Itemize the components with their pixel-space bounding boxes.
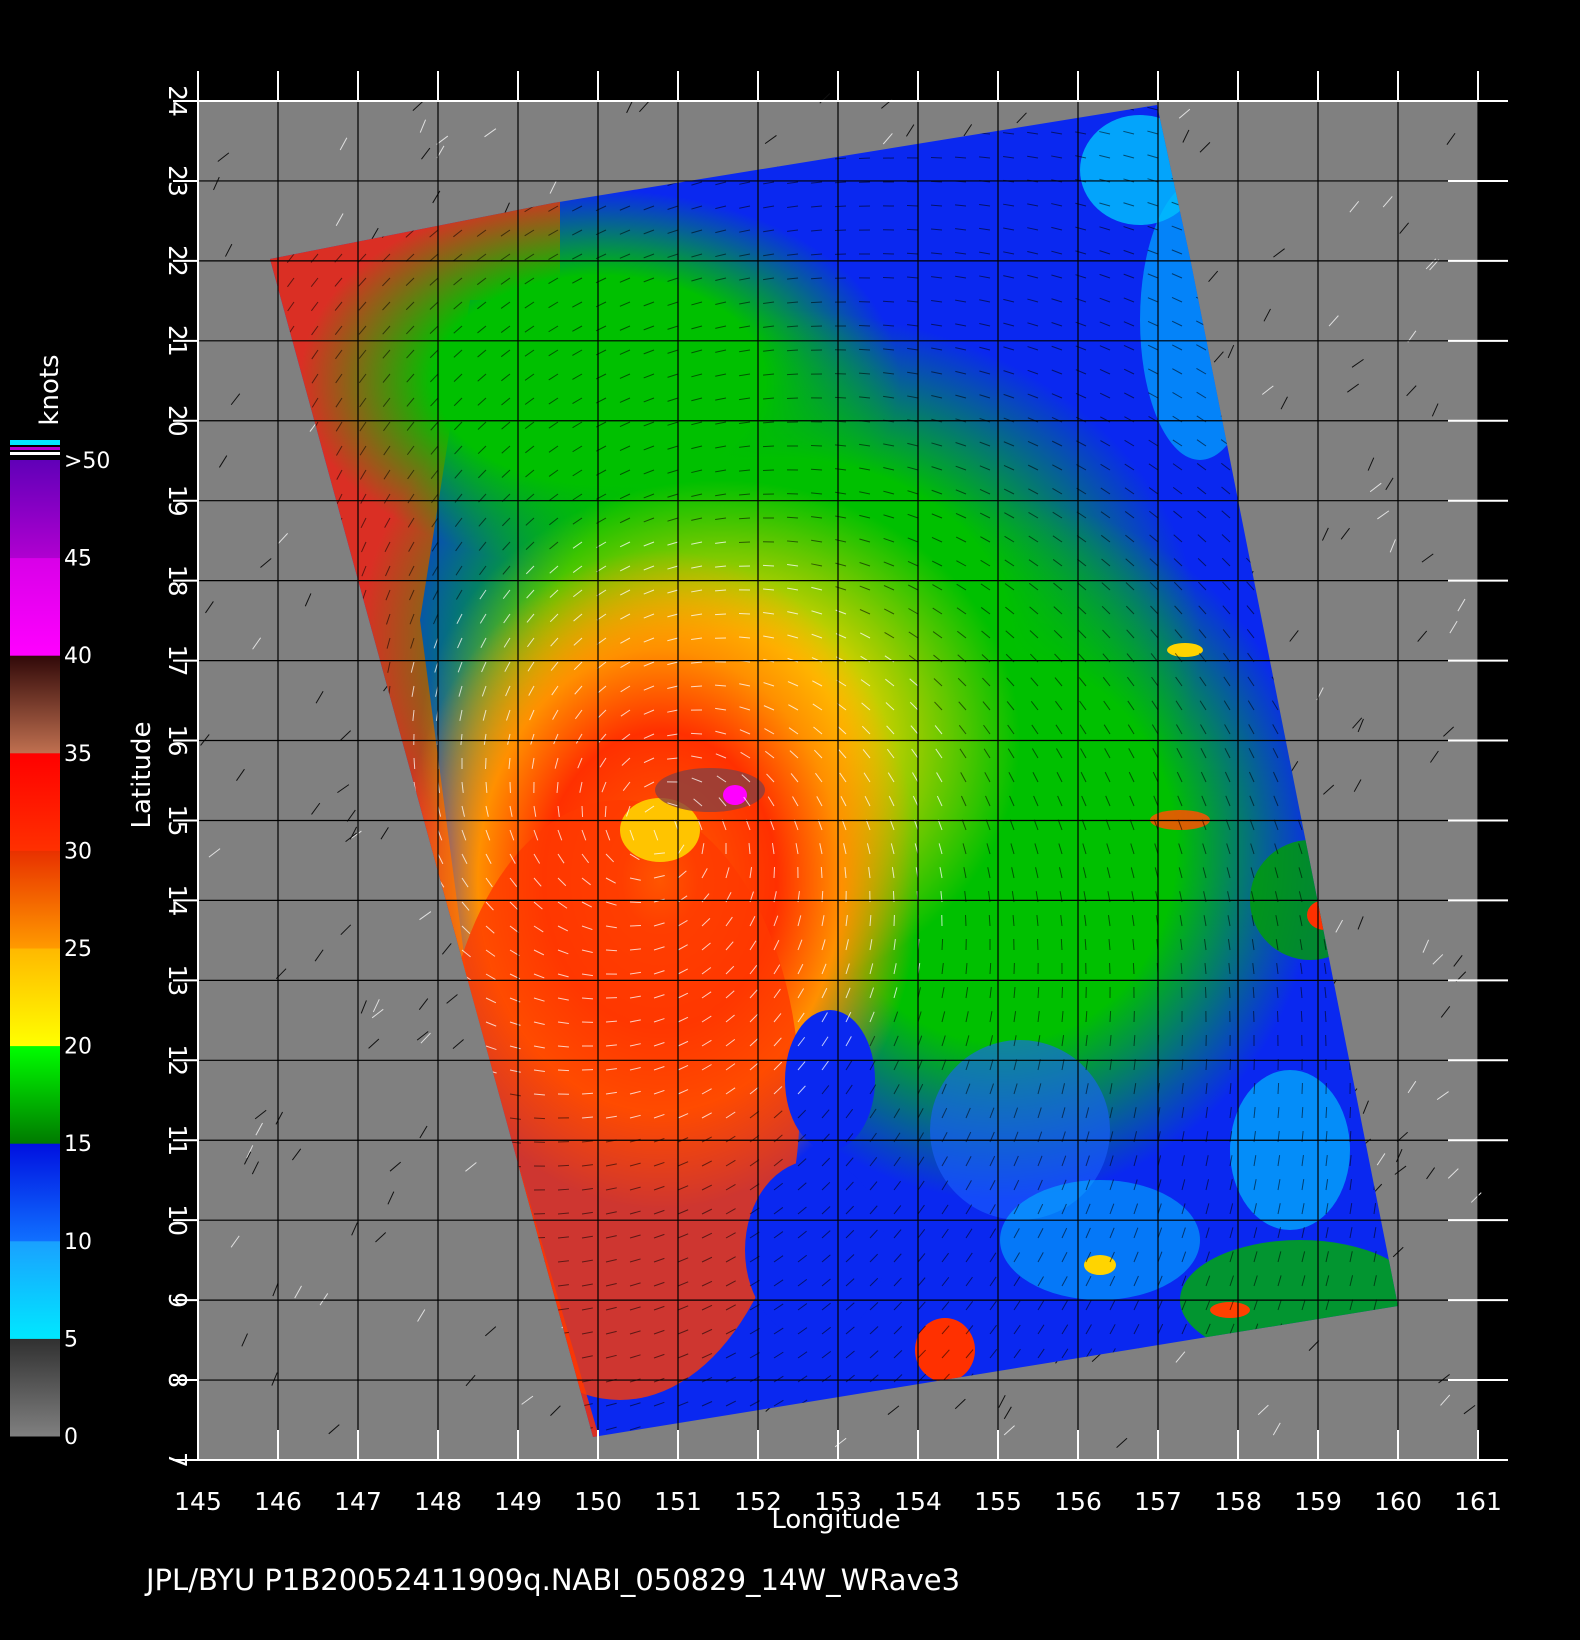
legend-band-35-40 [10, 655, 60, 754]
legend-top-cap-white [10, 452, 60, 455]
latitude-tick-22: 22 [163, 245, 192, 277]
legend-band-40-45 [10, 557, 60, 656]
legend-label-0: 0 [64, 1425, 78, 1450]
legend-band-25-30 [10, 850, 60, 949]
latitude-tick-16: 16 [163, 725, 192, 757]
latitude-tick-23: 23 [163, 165, 192, 197]
longitude-tick-153: 153 [814, 1487, 862, 1516]
legend-top-cap-cyan [10, 440, 60, 445]
legend-label-3: 15 [64, 1132, 92, 1157]
latitude-tick-19: 19 [163, 485, 192, 517]
latitude-tick-labels: 7 8 9 10 11 12 13 14 15 16 17 18 19 20 21 22 23 24 [163, 85, 192, 1468]
y-axis-title: Latitude [127, 721, 157, 828]
longitude-tick-155: 155 [974, 1487, 1022, 1516]
legend-band-30-35 [10, 752, 60, 851]
legend-label-1: 5 [64, 1327, 78, 1352]
latitude-tick-12: 12 [163, 1044, 192, 1076]
legend-band-10-15 [10, 1143, 60, 1242]
footer-caption: JPL/BYU P1B20052411909q.NABI_050829_14W_… [144, 1563, 960, 1597]
legend-top-cap-purple [10, 447, 60, 450]
longitude-tick-154: 154 [894, 1487, 942, 1516]
legend-band-5-10 [10, 1240, 60, 1339]
map-axes [173, 71, 1508, 1461]
latitude-tick-8: 8 [163, 1372, 192, 1388]
legend-unit-label: knots [35, 354, 65, 425]
longitude-tick-146: 146 [254, 1487, 302, 1516]
longitude-tick-151: 151 [654, 1487, 702, 1516]
legend-label-8: 40 [64, 644, 92, 669]
latitude-tick-14: 14 [163, 885, 192, 917]
legend-band-15-20 [10, 1045, 60, 1144]
longitude-tick-157: 157 [1134, 1487, 1182, 1516]
legend-label-5: 25 [64, 937, 92, 962]
legend-label-6: 30 [64, 839, 92, 864]
legend-band-45-50 [10, 460, 60, 559]
x-axis-title: Longitude [771, 1505, 900, 1535]
wind-speed-legend: 0 5 10 15 20 25 30 35 40 45 >50 knots [10, 354, 110, 1450]
longitude-tick-161: 161 [1454, 1487, 1502, 1516]
longitude-tick-152: 152 [734, 1487, 782, 1516]
latitude-tick-21: 21 [163, 325, 192, 357]
legend-band-20-25 [10, 948, 60, 1047]
latitude-tick-13: 13 [163, 964, 192, 996]
latitude-tick-20: 20 [163, 405, 192, 437]
latitude-tick-11: 11 [163, 1124, 192, 1156]
longitude-tick-159: 159 [1294, 1487, 1342, 1516]
legend-label-7: 35 [64, 742, 92, 767]
longitude-tick-145: 145 [174, 1487, 222, 1516]
longitude-tick-148: 148 [414, 1487, 462, 1516]
legend-label-10: >50 [64, 449, 110, 474]
longitude-tick-156: 156 [1054, 1487, 1102, 1516]
latitude-tick-17: 17 [163, 645, 192, 677]
latitude-tick-10: 10 [163, 1204, 192, 1236]
legend-label-4: 20 [64, 1035, 92, 1060]
longitude-tick-labels: 145 146 147 148 149 150 151 152 153 154 155 156 157 1… [174, 1487, 1502, 1516]
longitude-tick-158: 158 [1214, 1487, 1262, 1516]
longitude-tick-147: 147 [334, 1487, 382, 1516]
latitude-tick-7: 7 [163, 1452, 192, 1468]
legend-label-2: 10 [64, 1230, 92, 1255]
latitude-tick-24: 24 [163, 85, 192, 117]
latitude-tick-18: 18 [163, 565, 192, 597]
longitude-tick-150: 150 [574, 1487, 622, 1516]
latitude-tick-15: 15 [163, 805, 192, 837]
legend-band-0-5 [10, 1338, 60, 1437]
longitude-tick-160: 160 [1374, 1487, 1422, 1516]
latitude-tick-9: 9 [163, 1292, 192, 1308]
legend-label-9: 45 [64, 547, 92, 572]
longitude-tick-149: 149 [494, 1487, 542, 1516]
